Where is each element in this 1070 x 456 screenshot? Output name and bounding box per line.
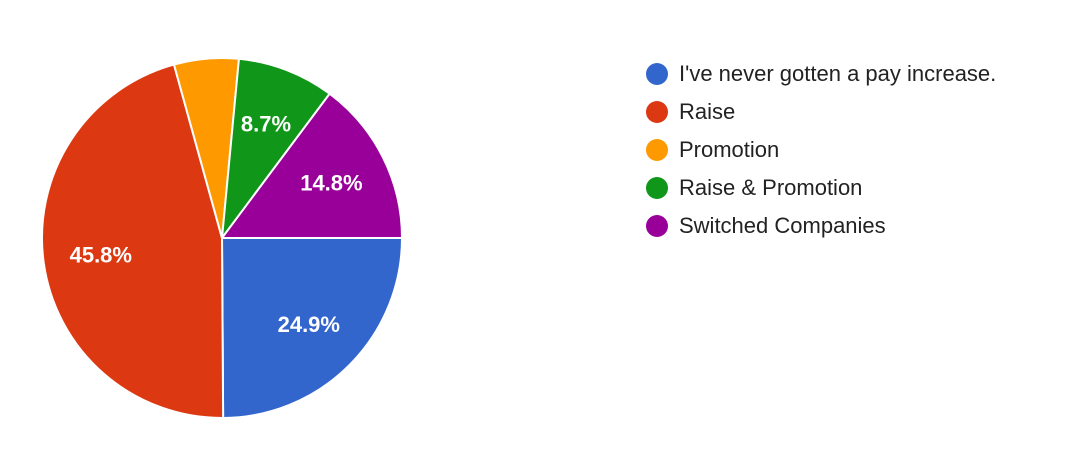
legend-swatch [646, 139, 668, 161]
pie-slice-3[interactable] [221, 57, 331, 239]
pie-chart: 24.9% 45.8% 8.7% 14.8% [41, 57, 403, 420]
legend-label: Raise & Promotion [679, 175, 863, 200]
pie-slice-0[interactable] [221, 237, 403, 419]
legend-label: I've never gotten a pay increase. [679, 61, 997, 86]
legend-label: Raise [679, 99, 736, 124]
legend-label: Promotion [679, 137, 780, 162]
slice-label-0: 24.9% [278, 312, 340, 337]
legend-item-2[interactable]: Promotion [646, 131, 996, 169]
pie-slice-4[interactable] [221, 92, 403, 239]
pie-slice-1[interactable] [41, 63, 225, 420]
slice-label-1: 45.8% [70, 242, 132, 267]
legend: I've never gotten a pay increase. Raise Pr… [646, 55, 996, 245]
slice-label-3: 8.7% [241, 111, 291, 136]
legend-item-4[interactable]: Switched Companies [646, 207, 996, 245]
legend-swatch [646, 215, 668, 237]
slice-label-4: 14.8% [300, 171, 362, 196]
legend-swatch [646, 177, 668, 199]
legend-item-0[interactable]: I've never gotten a pay increase. [646, 55, 996, 93]
legend-swatch [646, 101, 668, 123]
legend-swatch [646, 63, 668, 85]
legend-item-1[interactable]: Raise [646, 93, 996, 131]
legend-item-3[interactable]: Raise & Promotion [646, 169, 996, 207]
legend-label: Switched Companies [679, 213, 886, 238]
